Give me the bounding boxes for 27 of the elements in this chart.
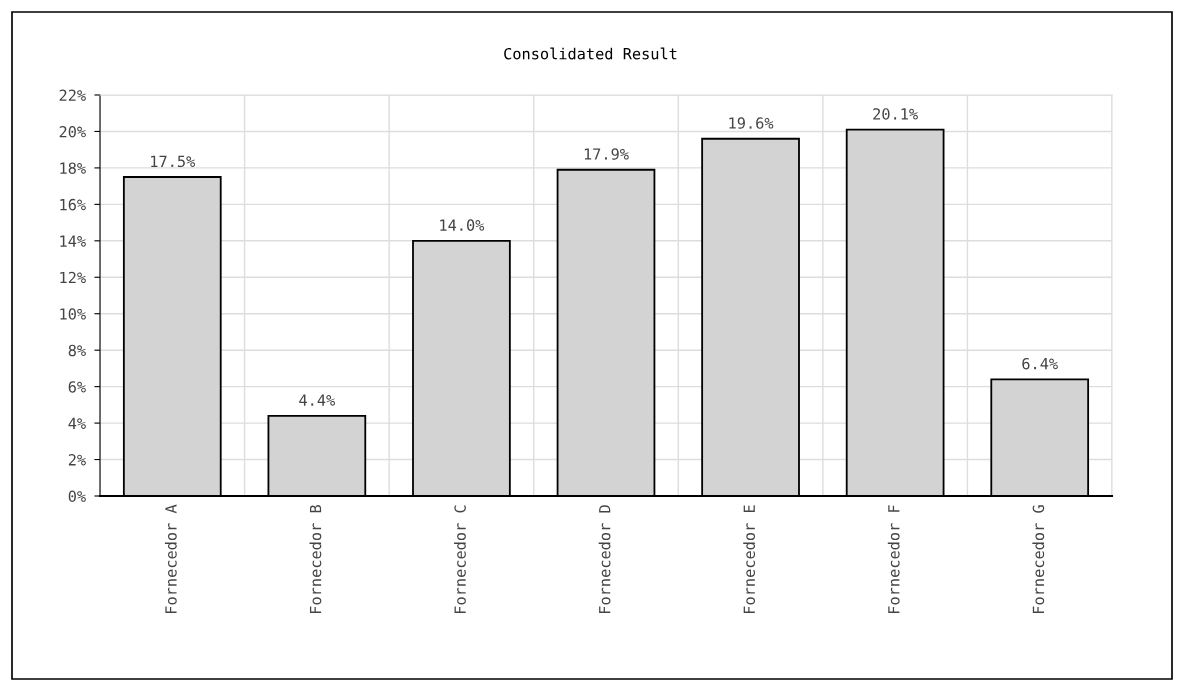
x-tick-label: Fornecedor F [887,505,900,613]
y-tick-label: 4% [68,417,86,429]
x-tick-label: Fornecedor C [454,505,466,613]
x-tick-label: Fornecedor G [1032,505,1045,613]
y-tick-label: 16% [60,198,86,211]
x-tick-label: Fornecedor B [309,505,322,613]
x-tick-label: Fornecedor A [164,504,177,613]
y-tick-label: 0% [68,490,86,503]
y-tick-label: 18% [60,162,86,174]
y-tick-label: 10% [60,308,86,320]
data-label: 6.4% [1022,357,1058,370]
x-tick-label: Fornecedor D [598,505,611,613]
y-tick-label: 14% [60,235,86,247]
data-label: 4.4% [299,394,336,406]
chart-title: Consolidated Result [504,47,677,60]
y-tick-label: 8% [68,344,86,357]
data-label: 17.5% [151,155,196,168]
y-tick-label: 22% [59,89,86,101]
data-label: 19.6% [729,117,774,129]
data-label: 14.0% [440,219,485,231]
y-tick-label: 6% [68,381,86,393]
y-tick-label: 2% [68,454,86,466]
y-tick-label: 12% [60,271,86,284]
data-label: 20.1% [873,108,918,120]
data-label: 17.9% [584,148,629,160]
y-tick-label: 20% [59,125,86,138]
x-tick-label: Fornecedor E [743,505,756,613]
